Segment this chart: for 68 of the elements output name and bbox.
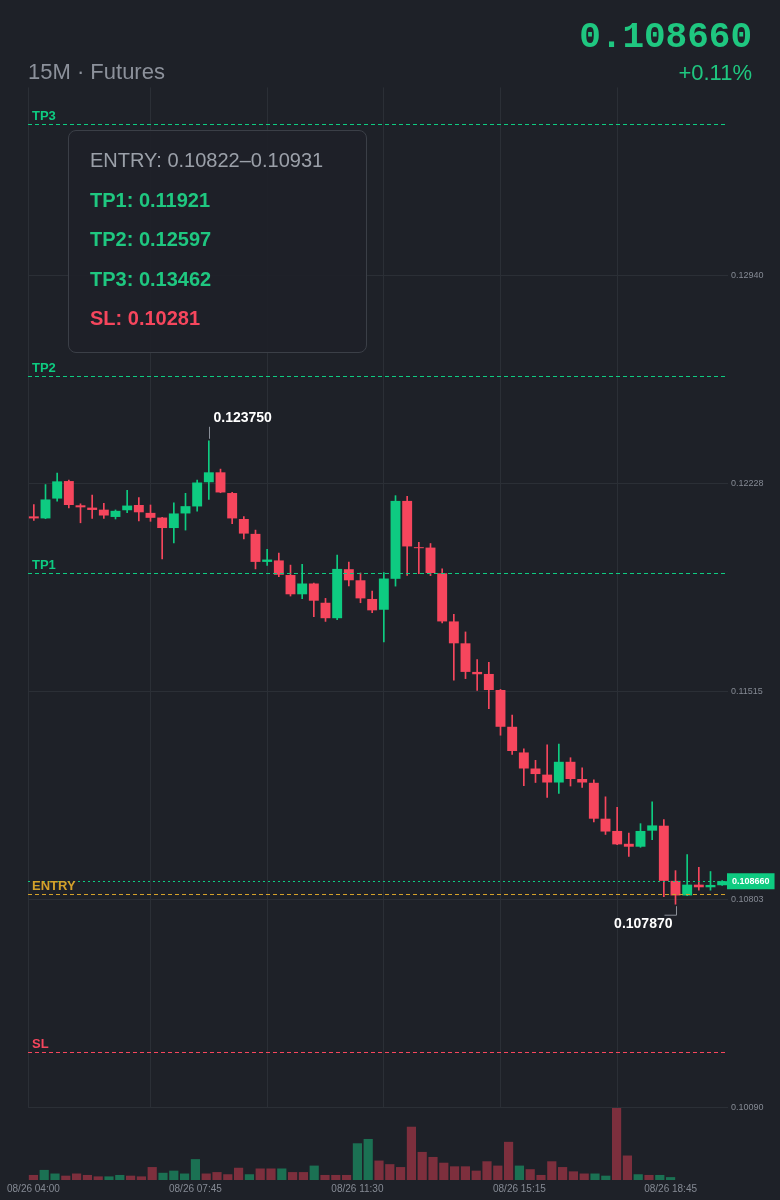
bar — [28, 1174, 38, 1180]
bar — [288, 1172, 298, 1180]
x-tick-label: 08/26 07:45 — [168, 1182, 223, 1194]
candlestick — [542, 744, 553, 798]
bar — [93, 1176, 103, 1180]
ref-line-label: TP1 — [32, 557, 56, 573]
candlestick — [203, 440, 214, 500]
bar — [147, 1167, 157, 1180]
ref-line-label: SL — [32, 1035, 49, 1051]
candlestick — [577, 767, 588, 788]
candlestick — [647, 801, 658, 841]
bar — [655, 1174, 665, 1180]
bar — [579, 1173, 589, 1180]
bar — [244, 1174, 254, 1180]
bar — [504, 1141, 514, 1180]
annotation: SL: 0.10281 — [90, 306, 201, 331]
bar — [460, 1166, 470, 1180]
bar — [234, 1167, 244, 1180]
bar — [622, 1155, 632, 1180]
bar — [298, 1172, 308, 1180]
candlestick — [157, 516, 168, 560]
ref-line-label: 0.108660 — [732, 876, 770, 887]
annotation: ENTRY: 0.10822–0.10931 — [90, 148, 324, 173]
bar — [666, 1177, 676, 1180]
x-tick-label: 08/26 18:45 — [644, 1182, 698, 1194]
bar — [633, 1174, 643, 1180]
bar — [612, 1108, 622, 1180]
bar — [352, 1143, 362, 1180]
candlestick — [623, 832, 634, 857]
bar — [61, 1175, 71, 1180]
bar — [558, 1167, 568, 1180]
annotation: 0.107870 — [614, 915, 673, 932]
annotation: TP2: 0.12597 — [90, 227, 212, 252]
ref-line-label: TP2 — [32, 360, 56, 376]
y-tick-label: 0.10803 — [731, 894, 764, 905]
x-tick-label: 08/26 04:00 — [6, 1182, 61, 1194]
bar — [396, 1167, 406, 1180]
bar — [450, 1166, 460, 1180]
bar — [568, 1171, 578, 1180]
bar — [406, 1126, 416, 1180]
ref-line-label: ENTRY — [32, 877, 76, 893]
x-tick-label: 08/26 15:15 — [492, 1182, 547, 1194]
y-tick-label: 0.12940 — [731, 270, 764, 281]
bar — [180, 1173, 190, 1180]
bar — [309, 1165, 319, 1180]
text: 0.108660 — [579, 16, 752, 60]
candlestick — [28, 504, 39, 521]
bar — [82, 1174, 92, 1180]
bar — [277, 1168, 287, 1180]
bar — [644, 1174, 654, 1180]
annotation: 0.123750 — [213, 408, 273, 425]
text: +0.11% — [678, 59, 752, 87]
bar — [72, 1173, 82, 1180]
y-tick-label: 0.10090 — [731, 1102, 764, 1113]
bar — [342, 1174, 352, 1180]
annotation: TP1: 0.11921 — [90, 187, 211, 213]
y-tick-label: 0.12228 — [731, 478, 764, 489]
bar — [190, 1159, 200, 1180]
chart-subtitle: 15M · Futures — [28, 58, 165, 86]
bar — [514, 1165, 524, 1180]
ref-line-label: TP3 — [32, 107, 56, 123]
bar — [136, 1176, 146, 1180]
x-tick-label: 08/26 11:30 — [331, 1182, 384, 1194]
bar — [126, 1175, 136, 1180]
annotation: TP3: 0.13462 — [90, 266, 212, 292]
candlestick — [413, 542, 424, 574]
bar — [363, 1138, 373, 1180]
y-tick-label: 0.11515 — [731, 686, 763, 697]
